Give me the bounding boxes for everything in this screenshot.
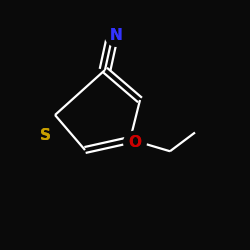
Text: O: O <box>128 135 141 150</box>
Circle shape <box>124 131 146 154</box>
Circle shape <box>105 24 128 46</box>
Text: N: N <box>110 28 122 42</box>
Text: S: S <box>40 128 50 142</box>
Text: N: N <box>110 28 122 42</box>
Circle shape <box>34 124 56 146</box>
Text: O: O <box>128 135 141 150</box>
Text: S: S <box>40 128 50 142</box>
